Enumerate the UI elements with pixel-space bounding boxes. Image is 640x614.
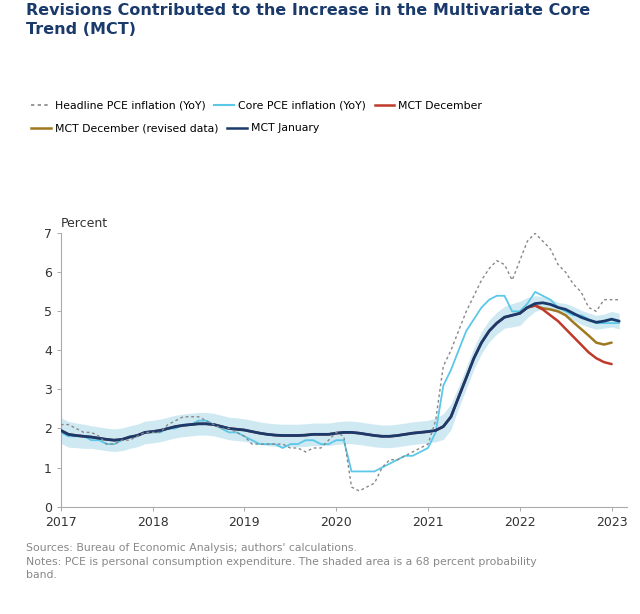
- Text: Sources: Bureau of Economic Analysis; authors' calculations.
Notes: PCE is perso: Sources: Bureau of Economic Analysis; au…: [26, 543, 536, 580]
- Text: Percent: Percent: [61, 217, 108, 230]
- Text: Revisions Contributed to the Increase in the Multivariate Core
Trend (MCT): Revisions Contributed to the Increase in…: [26, 3, 590, 37]
- Legend: Headline PCE inflation (YoY), Core PCE inflation (YoY), MCT December: Headline PCE inflation (YoY), Core PCE i…: [31, 101, 483, 111]
- Legend: MCT December (revised data), MCT January: MCT December (revised data), MCT January: [31, 123, 319, 133]
